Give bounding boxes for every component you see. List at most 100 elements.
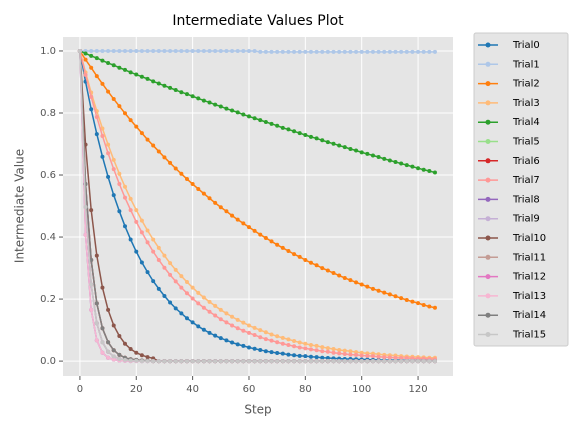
- data-point: [286, 249, 291, 254]
- x-tick-label: 60: [243, 384, 256, 395]
- data-point: [286, 337, 291, 342]
- data-point: [168, 160, 173, 165]
- data-point: [404, 163, 409, 168]
- data-point: [376, 155, 381, 160]
- data-point: [106, 349, 111, 354]
- data-point: [263, 359, 268, 364]
- data-point: [213, 313, 218, 318]
- data-point: [100, 326, 105, 331]
- data-point: [100, 48, 105, 53]
- data-point: [246, 114, 251, 119]
- data-point: [230, 213, 235, 218]
- data-point: [399, 161, 404, 166]
- data-point: [190, 48, 195, 53]
- data-point: [432, 170, 437, 175]
- data-point: [168, 85, 173, 90]
- data-point: [122, 341, 127, 346]
- data-point: [83, 232, 88, 237]
- data-point: [190, 182, 195, 187]
- data-point: [246, 359, 251, 364]
- data-point: [292, 359, 297, 364]
- data-point: [139, 131, 144, 136]
- data-point: [286, 359, 291, 364]
- data-point: [201, 359, 206, 364]
- data-point: [207, 196, 212, 201]
- data-point: [145, 228, 150, 233]
- data-point: [308, 354, 313, 359]
- data-point: [156, 245, 161, 250]
- data-point: [230, 108, 235, 113]
- data-point: [275, 242, 280, 247]
- series-line: [79, 50, 435, 53]
- legend: Trial0 Trial1 Trial2 Trial3 Trial4 Trial5 Tria…: [478, 40, 546, 341]
- data-point: [337, 347, 342, 352]
- data-point: [156, 258, 161, 263]
- data-point: [151, 356, 156, 361]
- data-point: [354, 148, 359, 153]
- data-point: [382, 290, 387, 295]
- legend-label: Trial15: [512, 330, 546, 341]
- legend-label: Trial5: [512, 137, 540, 148]
- data-point: [421, 49, 426, 54]
- data-point: [387, 158, 392, 163]
- data-point: [83, 72, 88, 77]
- data-point: [162, 265, 167, 270]
- data-point: [365, 284, 370, 289]
- data-point: [263, 119, 268, 124]
- data-point: [235, 217, 240, 222]
- data-point: [297, 131, 302, 136]
- data-point: [213, 359, 218, 364]
- legend-marker: [485, 196, 491, 202]
- data-point: [241, 112, 246, 117]
- data-point: [331, 347, 336, 352]
- data-point: [179, 90, 184, 95]
- data-point: [393, 159, 398, 164]
- data-point: [100, 350, 105, 355]
- data-point: [151, 48, 156, 53]
- data-point: [410, 356, 415, 361]
- data-point: [258, 232, 263, 237]
- data-point: [162, 83, 167, 88]
- data-point: [151, 143, 156, 148]
- data-point: [252, 325, 257, 330]
- data-point: [246, 345, 251, 350]
- data-point: [359, 359, 364, 364]
- data-point: [382, 359, 387, 364]
- data-point: [207, 309, 212, 314]
- data-point: [218, 317, 223, 322]
- data-point: [241, 320, 246, 325]
- data-point: [297, 49, 302, 54]
- data-point: [111, 354, 116, 359]
- data-point: [224, 311, 229, 316]
- data-point: [122, 184, 127, 189]
- data-point: [145, 355, 150, 360]
- data-point: [370, 354, 375, 359]
- data-point: [89, 208, 94, 213]
- data-point: [218, 359, 223, 364]
- data-point: [117, 356, 122, 361]
- data-point: [308, 347, 313, 352]
- data-point: [134, 48, 139, 53]
- data-point: [207, 299, 212, 304]
- data-point: [128, 347, 133, 352]
- data-point: [258, 347, 263, 352]
- data-point: [218, 104, 223, 109]
- data-point: [241, 221, 246, 226]
- data-point: [382, 49, 387, 54]
- data-point: [308, 260, 313, 265]
- data-point: [308, 342, 313, 347]
- data-point: [145, 240, 150, 245]
- data-point: [89, 94, 94, 99]
- data-point: [168, 261, 173, 266]
- data-point: [314, 359, 319, 364]
- data-point: [320, 355, 325, 360]
- data-point: [258, 335, 263, 340]
- data-point: [156, 81, 161, 86]
- data-point: [128, 358, 133, 363]
- data-point: [314, 343, 319, 348]
- data-point: [292, 49, 297, 54]
- data-point: [134, 208, 139, 213]
- legend-marker: [485, 312, 491, 318]
- data-point: [207, 48, 212, 53]
- data-point: [331, 356, 336, 361]
